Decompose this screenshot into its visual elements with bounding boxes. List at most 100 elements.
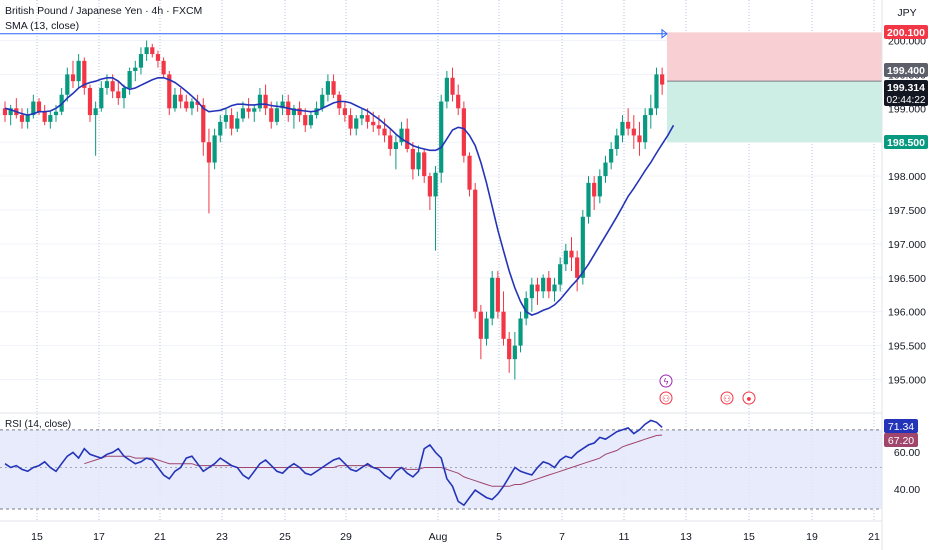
candle-body — [229, 115, 234, 129]
candle-body — [2, 108, 8, 116]
candle-body — [518, 318, 523, 346]
candle-body — [473, 189, 478, 312]
candle-body — [48, 115, 53, 122]
candle-body — [552, 284, 557, 292]
candle-body — [36, 101, 42, 112]
event-markers[interactable]: ϟ ⚇ ⚇ ● — [659, 374, 756, 405]
time-tick-label: Aug — [429, 531, 448, 543]
time-axis[interactable]: 15 17 21 23 25 29 Aug 5 7 11 13 15 19 21 — [31, 531, 880, 543]
candle-body — [388, 135, 393, 149]
candle-body — [291, 108, 297, 116]
price-tick-label: 197.000 — [888, 239, 926, 251]
candle-body — [444, 77, 449, 102]
candle-body — [274, 108, 280, 122]
candle-body — [178, 94, 183, 102]
rsi-value-tag-text: 71.34 — [888, 421, 914, 433]
candle-body — [376, 125, 381, 129]
price-tick-label: 196.000 — [888, 307, 926, 319]
candle-body — [252, 108, 257, 112]
candle-body — [660, 74, 665, 85]
flash-event-icon[interactable] — [659, 374, 673, 388]
flag-event-icon-2[interactable] — [720, 391, 734, 405]
candle-body — [280, 101, 285, 109]
time-tick-label: 15 — [743, 531, 755, 543]
time-tick-label: 29 — [340, 531, 352, 543]
candle-body — [529, 284, 534, 299]
candle-body — [116, 91, 121, 99]
candle-body — [223, 115, 229, 122]
candle-body — [167, 74, 172, 109]
time-tick-label: 21 — [154, 531, 166, 543]
stop-loss-zone[interactable] — [667, 32, 882, 82]
candle-body — [150, 47, 155, 55]
candle-body — [501, 311, 506, 339]
target-price-tag[interactable] — [884, 135, 928, 149]
candle-body — [541, 277, 546, 292]
rsi-line — [4, 419, 663, 507]
candle-body — [99, 87, 104, 109]
rsi-axis[interactable]: 60.00 40.00 71.34 67.20 — [884, 419, 920, 496]
flag-event-icon-1[interactable] — [659, 391, 673, 405]
candle-body — [490, 277, 495, 319]
flag-event-icon-2-glyph: ⚇ — [723, 394, 731, 404]
candle-body — [138, 54, 144, 68]
last-price-tag[interactable] — [884, 80, 928, 106]
candle-body — [450, 77, 455, 95]
candle-body — [399, 128, 404, 143]
target-price-tag-text: 198.500 — [887, 137, 925, 149]
dot-event-icon[interactable] — [742, 391, 756, 405]
candle-body — [575, 257, 580, 278]
candle-body — [433, 172, 438, 197]
candle-body — [70, 74, 76, 82]
candle-body — [427, 176, 432, 197]
time-tick-label: 15 — [31, 531, 43, 543]
currency-label[interactable]: JPY — [897, 7, 916, 19]
take-profit-zone[interactable] — [667, 81, 882, 143]
rsi-ma-tag — [884, 433, 918, 447]
price-tick-label: 195.500 — [888, 341, 926, 353]
candle-body — [8, 108, 13, 116]
price-tick-label: 197.500 — [888, 205, 926, 217]
candle-body — [121, 87, 127, 99]
candle-body — [342, 108, 347, 116]
candle-body — [155, 54, 161, 61]
entry-price-tag[interactable] — [884, 63, 928, 77]
candle-body — [303, 115, 308, 126]
candle-body — [456, 94, 461, 109]
time-tick-label: 17 — [93, 531, 105, 543]
candle-body — [495, 277, 500, 312]
candle-body — [331, 81, 336, 95]
candle-body — [626, 121, 631, 129]
candle-body — [603, 162, 608, 177]
price-tick-label: 198.000 — [888, 171, 926, 183]
candle-body — [586, 182, 591, 217]
sma-legend[interactable]: SMA (13, close) — [5, 20, 79, 32]
candle-body — [65, 74, 70, 95]
candle-body — [42, 111, 47, 122]
candle-body — [648, 108, 653, 116]
candle-body — [325, 81, 331, 95]
candle-body — [189, 101, 195, 109]
candle-body — [609, 148, 614, 163]
candle-body — [269, 108, 274, 122]
candle-countdown: 02:44:22 — [887, 95, 926, 106]
rsi-legend[interactable]: RSI (14, close) — [5, 419, 71, 430]
candle-body — [546, 277, 551, 292]
candle-body — [558, 264, 563, 285]
candle-body — [206, 142, 212, 163]
rsi-band — [0, 429, 882, 509]
candle-body — [263, 94, 268, 109]
candle-body — [614, 135, 619, 149]
candle-body — [348, 115, 353, 129]
candle-body — [133, 67, 138, 72]
stop-price-tag-text: 200.100 — [887, 27, 925, 39]
candle-body — [127, 71, 132, 88]
candle-body — [637, 135, 642, 143]
symbol-title[interactable]: British Pound / Japanese Yen · 4h · FXCM — [5, 5, 202, 17]
time-tick-label: 5 — [496, 531, 502, 543]
time-tick-label: 13 — [680, 531, 692, 543]
stop-price-tag[interactable] — [884, 25, 928, 39]
candle-body — [654, 74, 659, 109]
